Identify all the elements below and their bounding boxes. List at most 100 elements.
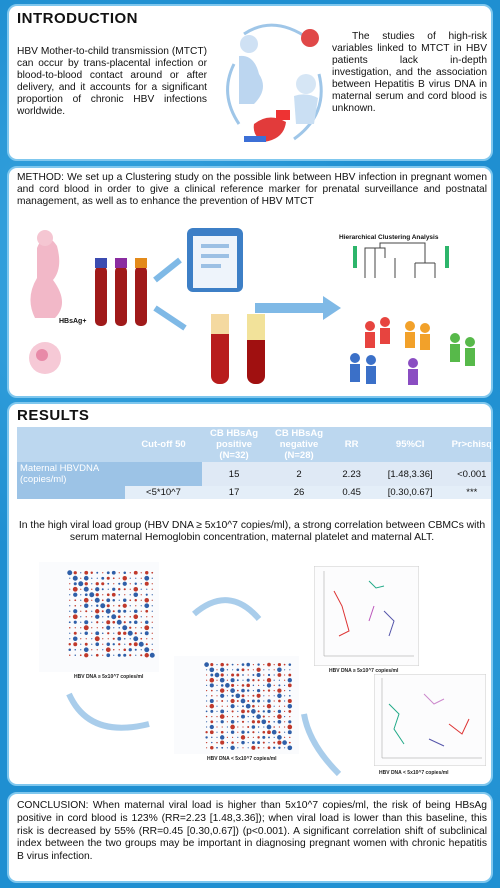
matrix-cell xyxy=(111,592,116,597)
matrix-cell xyxy=(91,588,93,590)
matrix-cell xyxy=(95,631,100,636)
matrix-cell xyxy=(80,610,82,612)
matrix-cell xyxy=(206,726,208,728)
matrix-cell xyxy=(84,603,89,608)
matrix-cell xyxy=(219,677,225,683)
matrix-cell xyxy=(257,699,261,703)
matrix-cell xyxy=(261,719,267,725)
matrix-cell xyxy=(100,603,106,609)
method-body: We set up a Clustering study on the poss… xyxy=(17,172,487,207)
matrix-cell xyxy=(118,572,120,574)
method-panel: METHOD: We set up a Clustering study on … xyxy=(7,166,493,398)
matrix-cell xyxy=(220,709,225,714)
matrix-cell xyxy=(216,721,218,723)
matrix-cell xyxy=(226,695,228,697)
matrix-cell xyxy=(242,674,244,676)
matrix-cell xyxy=(278,726,280,728)
matrix-cell xyxy=(80,599,82,601)
matrix-cell xyxy=(133,620,138,625)
matrix-cell xyxy=(278,746,281,749)
matrix-cell xyxy=(252,690,254,692)
cluster-plot-low xyxy=(374,674,486,766)
matrix-cell xyxy=(273,700,275,702)
matrix-cell xyxy=(123,648,127,652)
results-panel: RESULTS Cut-off 50 CB HBsAg positive (N=… xyxy=(7,402,493,786)
matrix-cell xyxy=(247,689,250,692)
rr-cell: 2.23 xyxy=(331,462,372,486)
ci-cell: [0.30,0.67] xyxy=(371,486,449,499)
matrix-cell xyxy=(111,614,117,620)
matrix-cell xyxy=(263,684,265,687)
matrix-cell xyxy=(220,667,225,672)
cluster-plot-high xyxy=(314,566,419,666)
matrix-cell xyxy=(73,592,78,597)
matrix-cell xyxy=(278,731,281,734)
matrix-cell xyxy=(241,740,245,745)
matrix-cell xyxy=(129,654,132,657)
matrix-cell xyxy=(106,604,110,608)
matrix-cell xyxy=(94,597,100,603)
matrix-cell xyxy=(211,736,213,739)
matrix-cell xyxy=(69,605,71,607)
matrix-cell xyxy=(263,747,265,749)
table-header-row: Cut-off 50 CB HBsAg positive (N=32) CB H… xyxy=(17,427,491,462)
matrix-cell xyxy=(273,741,276,744)
matrix-cell xyxy=(251,741,255,745)
matrix-cell xyxy=(235,693,241,699)
method-title: METHOD: xyxy=(17,172,64,183)
matrix-cell xyxy=(91,599,93,601)
row-label: Maternal HBVDNA (copies/ml) xyxy=(17,462,126,486)
matrix-cell xyxy=(277,662,282,667)
hca-title: Hierarchical Clustering Analysis xyxy=(339,234,439,241)
matrix-cell xyxy=(258,684,260,686)
table-row: Maternal HBVDNA (copies/ml) 15 2 2.23 [1… xyxy=(17,462,491,486)
matrix-cell xyxy=(288,720,292,724)
matrix-cell xyxy=(262,735,266,739)
conclusion-text: CONCLUSION: When maternal viral load is … xyxy=(17,800,487,863)
matrix-cell xyxy=(237,710,239,712)
matrix-cell xyxy=(216,741,218,744)
matrix-cell xyxy=(267,730,271,735)
method-illustration xyxy=(29,228,475,385)
matrix-cell xyxy=(95,614,100,619)
matrix-cell xyxy=(135,627,137,629)
matrix-cell xyxy=(273,695,275,697)
matrix-cell xyxy=(69,594,71,596)
matrix-cell xyxy=(96,621,99,624)
matrix-cell xyxy=(129,610,131,612)
matrix-cell xyxy=(145,609,149,613)
corr-matrix-high xyxy=(39,562,159,672)
matrix-cell xyxy=(133,592,139,598)
matrix-cell xyxy=(272,746,276,750)
matrix-cell xyxy=(96,604,99,607)
matrix-cell xyxy=(129,626,132,629)
matrix-cell xyxy=(236,689,239,692)
matrix-cell xyxy=(85,616,87,618)
matrix-cell xyxy=(273,721,275,723)
matrix-cell xyxy=(80,594,82,596)
cutoff-cell xyxy=(125,462,202,486)
matrix-cell xyxy=(140,599,142,601)
matrix-cell xyxy=(90,571,93,574)
matrix-cell xyxy=(113,654,115,656)
matrix-cell xyxy=(112,610,115,613)
matrix-cell xyxy=(247,736,249,739)
matrix-cell xyxy=(118,593,121,596)
matrix-cell xyxy=(247,700,250,702)
matrix-cell xyxy=(101,576,105,580)
matrix-cell xyxy=(241,668,245,672)
matrix-cell xyxy=(91,638,93,640)
matrix-cell xyxy=(237,731,239,733)
matrix-cell xyxy=(206,669,208,671)
matrix-cell xyxy=(267,746,271,750)
matrix-cell xyxy=(268,742,270,744)
matrix-cell xyxy=(211,695,213,697)
matrix-cell xyxy=(263,664,265,666)
results-title: RESULTS xyxy=(17,407,90,424)
matrix-cell xyxy=(102,649,104,651)
matrix-cell xyxy=(226,716,228,718)
matrix-cell xyxy=(102,572,104,574)
matrix-cell xyxy=(107,632,110,635)
matrix-cell xyxy=(246,662,251,667)
matrix-cell xyxy=(117,653,121,657)
